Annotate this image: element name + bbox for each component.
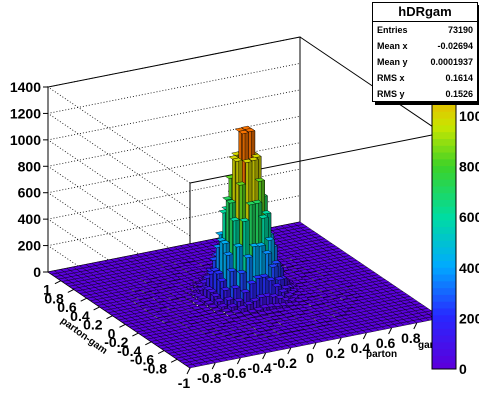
stats-title: hDRgam xyxy=(373,3,477,22)
palette-tick-label: 400 xyxy=(459,260,479,276)
palette-band xyxy=(432,308,456,315)
palette-band xyxy=(432,220,456,227)
palette-band xyxy=(432,166,456,173)
palette-band xyxy=(432,335,456,342)
palette-band xyxy=(432,200,456,207)
palette-band xyxy=(432,349,456,356)
x-tick-label: -0.4 xyxy=(248,360,272,376)
stats-box: hDRgam Entries 73190 Mean x -0.02694 Mea… xyxy=(372,2,478,102)
y-tick xyxy=(145,342,151,345)
x-tick-label: -1 xyxy=(178,375,191,391)
x-tick xyxy=(313,343,316,349)
x-tick xyxy=(237,358,240,364)
y-tick-label: 1 xyxy=(43,282,51,298)
palette-tick-label: 200 xyxy=(459,310,479,326)
x-tick-label: -0.2 xyxy=(273,355,297,371)
palette-band xyxy=(432,301,456,308)
palette-band xyxy=(432,193,456,200)
x-axis-title: parton xyxy=(366,349,397,360)
palette-band xyxy=(432,179,456,186)
palette-band xyxy=(432,261,456,268)
z-tick-label: 400 xyxy=(18,211,42,227)
palette-band xyxy=(432,118,456,125)
x-tick-label: 0.2 xyxy=(325,345,345,361)
y-tick xyxy=(94,307,100,310)
z-tick-label: 1400 xyxy=(10,79,41,95)
z-tick-label: 1000 xyxy=(10,132,41,148)
y-tick xyxy=(158,351,164,354)
palette-tick-label: 600 xyxy=(459,209,479,225)
palette-band xyxy=(432,172,456,179)
stats-row-entries: Entries 73190 xyxy=(373,22,477,38)
y-tick xyxy=(132,333,138,336)
x-tick xyxy=(389,328,392,334)
z-tick-label: 600 xyxy=(18,185,42,201)
palette-band xyxy=(432,274,456,281)
palette-band xyxy=(432,213,456,220)
y-tick xyxy=(171,359,177,362)
x-tick xyxy=(212,363,215,369)
palette-band xyxy=(432,247,456,254)
palette-tick-label: 800 xyxy=(459,159,479,175)
stats-row-mean-x: Mean x -0.02694 xyxy=(373,38,477,54)
palette-band xyxy=(432,145,456,152)
palette-band xyxy=(432,322,456,329)
x-tick xyxy=(263,353,266,359)
palette-band xyxy=(432,111,456,118)
y-tick xyxy=(68,289,74,292)
palette-band xyxy=(432,132,456,139)
z-tick-label: 800 xyxy=(18,158,42,174)
z-tick-label: 1200 xyxy=(10,105,41,121)
y-tick xyxy=(81,298,87,301)
stats-row-rms-x: RMS x 0.1614 xyxy=(373,70,477,86)
y-tick-label: 0 xyxy=(108,325,116,341)
x-tick xyxy=(338,338,341,344)
palette-band xyxy=(432,315,456,322)
palette-band xyxy=(432,267,456,274)
palette-band xyxy=(432,227,456,234)
x-tick-label: 0 xyxy=(306,350,314,366)
y-tick xyxy=(107,316,113,319)
palette-band xyxy=(432,254,456,261)
palette-band xyxy=(432,288,456,295)
stats-row-rms-y: RMS y 0.1526 xyxy=(373,86,477,102)
palette-band xyxy=(432,294,456,301)
palette-band xyxy=(432,186,456,193)
palette-band xyxy=(432,328,456,335)
y-tick xyxy=(55,281,61,284)
palette-band xyxy=(432,233,456,240)
palette-band xyxy=(432,281,456,288)
x-tick xyxy=(288,348,291,354)
palette-band xyxy=(432,105,456,112)
palette-tick-label: 100 xyxy=(459,108,479,124)
x-tick-label: -0.6 xyxy=(222,365,246,381)
palette-band xyxy=(432,152,456,159)
palette-band xyxy=(432,342,456,349)
x-tick xyxy=(363,333,366,339)
palette-band xyxy=(432,240,456,247)
x-tick-label: -0.8 xyxy=(197,370,221,386)
y-tick xyxy=(119,324,125,327)
palette-tick-label: 0 xyxy=(459,361,467,377)
palette-band xyxy=(432,362,456,369)
palette-band xyxy=(432,138,456,145)
x-tick xyxy=(187,368,190,374)
z-tick-label: 200 xyxy=(18,238,42,254)
palette-band xyxy=(432,355,456,362)
x-tick xyxy=(414,323,417,329)
palette-band xyxy=(432,206,456,213)
palette-band xyxy=(432,159,456,166)
stats-row-mean-y: Mean y 0.0001937 xyxy=(373,54,477,70)
palette-band xyxy=(432,125,456,132)
z-tick-label: 0 xyxy=(33,264,41,280)
